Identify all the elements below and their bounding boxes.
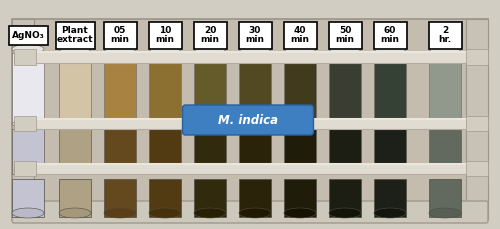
Ellipse shape xyxy=(194,120,226,128)
Bar xyxy=(194,129,226,174)
Ellipse shape xyxy=(149,44,181,54)
FancyBboxPatch shape xyxy=(238,22,272,49)
Ellipse shape xyxy=(329,44,361,54)
Bar xyxy=(194,179,226,217)
Bar xyxy=(149,129,181,174)
Ellipse shape xyxy=(429,120,461,128)
Bar xyxy=(59,53,91,124)
Ellipse shape xyxy=(194,44,226,54)
FancyBboxPatch shape xyxy=(8,25,48,44)
Text: 20
min: 20 min xyxy=(200,26,220,44)
Text: 05
min: 05 min xyxy=(110,26,130,44)
Bar xyxy=(466,161,488,176)
Text: 50
min: 50 min xyxy=(336,26,354,44)
FancyBboxPatch shape xyxy=(56,22,94,49)
Bar xyxy=(12,179,44,217)
Bar xyxy=(59,179,91,217)
Ellipse shape xyxy=(284,44,316,54)
Bar xyxy=(374,53,406,124)
Ellipse shape xyxy=(284,120,316,128)
Ellipse shape xyxy=(104,44,136,54)
Ellipse shape xyxy=(429,208,461,218)
Ellipse shape xyxy=(104,120,136,128)
Ellipse shape xyxy=(59,208,91,218)
Ellipse shape xyxy=(374,44,406,54)
Bar xyxy=(14,163,486,165)
Ellipse shape xyxy=(59,44,91,54)
Bar xyxy=(14,118,486,129)
Ellipse shape xyxy=(12,208,44,218)
Text: 40
min: 40 min xyxy=(290,26,310,44)
FancyBboxPatch shape xyxy=(194,22,226,49)
Ellipse shape xyxy=(194,208,226,218)
Text: 30
min: 30 min xyxy=(246,26,264,44)
Bar xyxy=(14,49,36,65)
Bar xyxy=(104,53,136,124)
Bar xyxy=(374,179,406,217)
Bar xyxy=(14,51,486,53)
Bar xyxy=(284,179,316,217)
Bar xyxy=(12,129,44,174)
Bar xyxy=(14,161,36,176)
Bar xyxy=(239,129,271,174)
Bar xyxy=(329,129,361,174)
Ellipse shape xyxy=(104,208,136,218)
Bar xyxy=(104,129,136,174)
Ellipse shape xyxy=(429,44,461,54)
Bar xyxy=(194,53,226,124)
Bar xyxy=(466,49,488,65)
Ellipse shape xyxy=(149,208,181,218)
Ellipse shape xyxy=(239,120,271,128)
Bar xyxy=(466,19,488,219)
Ellipse shape xyxy=(239,44,271,54)
Ellipse shape xyxy=(239,208,271,218)
Bar xyxy=(59,129,91,174)
Bar xyxy=(12,53,44,124)
FancyBboxPatch shape xyxy=(12,201,488,223)
Ellipse shape xyxy=(374,208,406,218)
Ellipse shape xyxy=(12,44,44,54)
Bar xyxy=(149,179,181,217)
Ellipse shape xyxy=(59,120,91,128)
Bar xyxy=(429,129,461,174)
Bar xyxy=(284,53,316,124)
Bar xyxy=(466,116,488,131)
FancyBboxPatch shape xyxy=(284,22,316,49)
Bar xyxy=(14,51,486,63)
Bar xyxy=(12,19,488,219)
Text: M. indica: M. indica xyxy=(218,114,278,126)
Text: AgNO₃: AgNO₃ xyxy=(12,30,44,39)
Ellipse shape xyxy=(149,120,181,128)
Bar xyxy=(149,53,181,124)
Bar xyxy=(14,118,486,120)
Ellipse shape xyxy=(374,120,406,128)
Text: 60
min: 60 min xyxy=(380,26,400,44)
Bar xyxy=(329,179,361,217)
FancyBboxPatch shape xyxy=(428,22,462,49)
Ellipse shape xyxy=(284,208,316,218)
Ellipse shape xyxy=(329,208,361,218)
Ellipse shape xyxy=(12,120,44,128)
Ellipse shape xyxy=(329,120,361,128)
Bar xyxy=(374,129,406,174)
Bar xyxy=(14,116,36,131)
Text: Plant
extract: Plant extract xyxy=(56,26,94,44)
Bar xyxy=(429,53,461,124)
Bar xyxy=(14,163,486,174)
FancyBboxPatch shape xyxy=(148,22,182,49)
FancyBboxPatch shape xyxy=(182,105,314,135)
FancyBboxPatch shape xyxy=(328,22,362,49)
Bar xyxy=(12,19,34,219)
Bar xyxy=(239,53,271,124)
Bar xyxy=(329,53,361,124)
Bar xyxy=(284,129,316,174)
Bar xyxy=(239,179,271,217)
FancyBboxPatch shape xyxy=(374,22,406,49)
FancyBboxPatch shape xyxy=(104,22,136,49)
Bar xyxy=(104,179,136,217)
Text: 10
min: 10 min xyxy=(156,26,174,44)
Text: 2
hr.: 2 hr. xyxy=(438,26,452,44)
Bar xyxy=(429,179,461,217)
